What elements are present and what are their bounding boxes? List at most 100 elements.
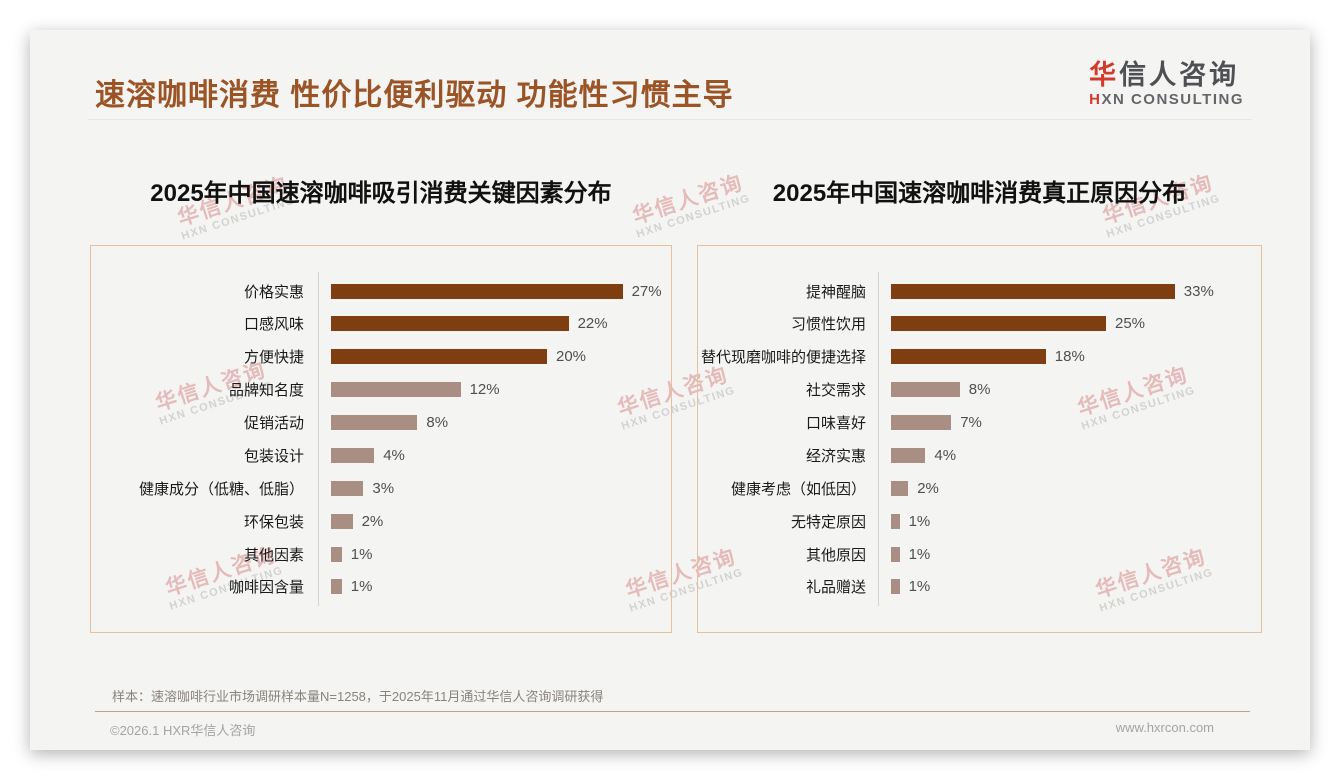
bar-zone: 2% — [331, 513, 383, 530]
bar-row: 环保包装 2% — [91, 505, 671, 537]
bar — [891, 283, 1175, 299]
bar — [331, 283, 623, 299]
bar-row: 价格实惠 27% — [91, 275, 671, 307]
bar-value: 1% — [350, 578, 373, 596]
bar-value: 25% — [1115, 315, 1146, 333]
bar-zone: 3% — [331, 480, 394, 497]
bar-value: 33% — [1183, 282, 1214, 300]
axis-line — [878, 272, 879, 606]
bar-label: 替代现磨咖啡的便捷选择 — [700, 349, 866, 367]
bar-label: 口感风味 — [243, 316, 304, 334]
bar-label: 口味喜好 — [805, 415, 866, 432]
bar — [331, 513, 353, 529]
bar-zone: 4% — [331, 447, 405, 464]
bar-value: 18% — [1054, 348, 1085, 366]
chart-title-right: 2025年中国速溶咖啡消费真正原因分布 — [772, 180, 1187, 207]
bar-row: 无特定原因 1% — [698, 505, 1261, 537]
bar-label: 习惯性饮用 — [790, 316, 866, 334]
bar-label: 社交需求 — [805, 382, 866, 400]
bar — [331, 579, 342, 595]
bar-row: 口味喜好 7% — [698, 407, 1261, 439]
bar-label: 经济实惠 — [805, 447, 866, 465]
bar — [891, 447, 926, 463]
bar-value: 3% — [372, 479, 395, 497]
bar-label: 环保包装 — [243, 513, 304, 531]
bar — [331, 447, 375, 463]
bar-row: 其他原因 1% — [698, 538, 1261, 570]
bar-label: 无特定原因 — [790, 513, 866, 531]
bar-row: 其他因素 1% — [91, 538, 671, 570]
bar — [891, 316, 1106, 332]
company-logo: 华信人咨询 HXN CONSULTING — [1089, 60, 1244, 108]
bar-value: 8% — [968, 381, 991, 399]
bar-zone: 18% — [891, 348, 1085, 365]
bar-row: 健康成分（低糖、低脂） 3% — [91, 472, 671, 504]
bar-label: 包装设计 — [243, 447, 304, 465]
bar-value: 8% — [426, 414, 449, 431]
bar — [331, 546, 342, 562]
bar-zone: 2% — [891, 480, 939, 497]
bar-zone: 4% — [891, 447, 956, 464]
logo-cn-text: 华信人咨询 — [1089, 60, 1240, 90]
bar-value: 27% — [631, 282, 662, 300]
bar-row: 促销活动 8% — [91, 407, 671, 439]
chart-rows: 提神醒脑 33% 习惯性饮用 25% 替代现磨咖啡的便捷选择 18% 社交需求 8% 口味喜好 7… — [698, 246, 1261, 632]
bar-row: 替代现磨咖啡的便捷选择 18% — [698, 341, 1261, 373]
footer-note: 样本：速溶咖啡行业市场调研样本量N=1258，于2025年11月通过华信人咨询调… — [112, 689, 604, 704]
bar-value: 7% — [960, 414, 982, 431]
bar-zone: 1% — [891, 546, 930, 563]
bar-zone: 22% — [331, 315, 608, 332]
bar-zone: 27% — [331, 283, 662, 300]
slide-card: 华信人咨询 HXN CONSULTING 华信人咨询 HXN CONSULTIN… — [30, 30, 1310, 750]
bar-row: 礼品赠送 1% — [698, 571, 1261, 603]
bar — [891, 546, 900, 562]
bar-row: 提神醒脑 33% — [698, 275, 1261, 307]
bar-label: 价格实惠 — [243, 283, 304, 301]
bar-zone: 8% — [891, 381, 990, 398]
bar-zone: 8% — [331, 414, 448, 431]
bar-value: 12% — [469, 381, 500, 399]
bar-value: 1% — [350, 545, 373, 563]
chart-panel-left: 价格实惠 27% 口感风味 22% 方便快捷 20% 品牌知名度 12% 促销活动 8% 包装设计 4… — [90, 245, 672, 633]
bar-zone: 7% — [891, 414, 982, 431]
bar — [331, 415, 418, 430]
bar-value: 22% — [577, 315, 608, 333]
copyright-text: ©2026.1 HXR华信人咨询 — [110, 723, 256, 738]
bar-zone: 1% — [891, 578, 930, 595]
bar — [331, 480, 364, 496]
bar-label: 咖啡因含量 — [228, 579, 304, 597]
bar-label: 其他原因 — [805, 546, 866, 564]
bar-label: 方便快捷 — [243, 349, 304, 367]
chart-panel-right: 提神醒脑 33% 习惯性饮用 25% 替代现磨咖啡的便捷选择 18% 社交需求 8% 口味喜好 7… — [697, 245, 1262, 633]
bar-value: 2% — [361, 512, 384, 530]
bar-value: 2% — [917, 479, 939, 497]
chart-title-left: 2025年中国速溶咖啡吸引消费关键因素分布 — [150, 180, 612, 207]
logo-en-text: HXN CONSULTING — [1089, 91, 1244, 109]
bar-row: 品牌知名度 12% — [91, 374, 671, 406]
bar — [891, 579, 900, 595]
bar — [331, 382, 461, 398]
bar — [891, 382, 960, 398]
chart-rows: 价格实惠 27% 口感风味 22% 方便快捷 20% 品牌知名度 12% 促销活动 8% 包装设计 4… — [91, 246, 671, 632]
bar-value: 1% — [908, 512, 931, 530]
bar-label: 健康成分（低糖、低脂） — [138, 480, 304, 498]
bar-row: 咖啡因含量 1% — [91, 571, 671, 603]
bar-zone: 25% — [891, 315, 1145, 332]
bar-row: 口感风味 22% — [91, 308, 671, 340]
bar-label: 促销活动 — [243, 415, 304, 432]
bar — [891, 415, 952, 430]
bar-label: 礼品赠送 — [805, 579, 866, 597]
bar-label: 品牌知名度 — [228, 382, 304, 400]
bar — [331, 316, 569, 332]
bar-zone: 33% — [891, 283, 1214, 300]
bar-value: 20% — [556, 348, 587, 366]
bar-row: 健康考虑（如低因） 2% — [698, 472, 1261, 504]
bar-value: 4% — [934, 446, 957, 464]
bar-label: 其他因素 — [243, 546, 304, 564]
bar-row: 社交需求 8% — [698, 374, 1261, 406]
bar-zone: 12% — [331, 381, 500, 398]
page-title: 速溶咖啡消费 性价比便利驱动 功能性习惯主导 — [95, 79, 734, 112]
bar-row: 习惯性饮用 25% — [698, 308, 1261, 340]
bar-label: 健康考虑（如低因） — [730, 480, 866, 498]
header-divider — [88, 119, 1252, 120]
